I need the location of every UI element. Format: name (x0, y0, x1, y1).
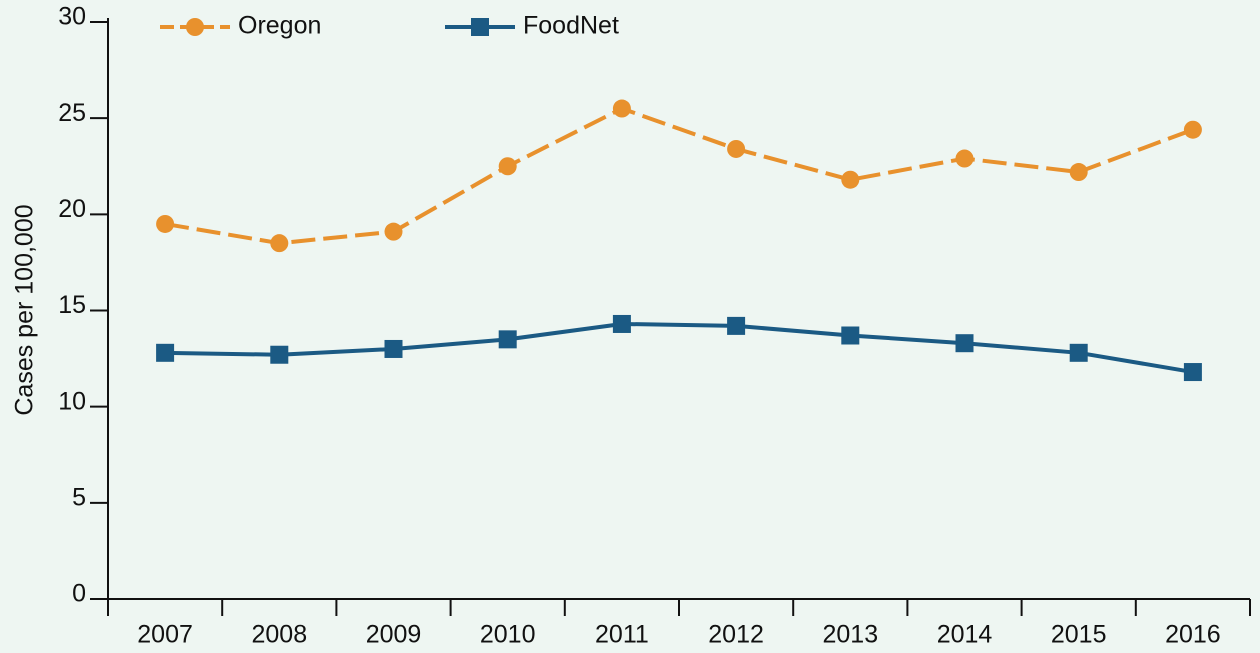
data-point (156, 214, 175, 233)
data-point (1183, 363, 1202, 382)
y-tick-label: 10 (58, 387, 86, 415)
y-tick-label: 20 (58, 195, 86, 223)
data-point (156, 343, 175, 362)
legend-label: Oregon (238, 12, 321, 40)
x-tick-label: 2008 (251, 621, 307, 649)
series-line (165, 321, 1194, 375)
data-point (498, 157, 517, 176)
y-tick-label: 0 (72, 580, 86, 608)
x-tick-label: 2012 (708, 621, 764, 649)
data-point (270, 234, 289, 253)
y-axis-label: Cases per 100,000 (11, 204, 39, 415)
data-point (498, 330, 517, 349)
data-point (1069, 343, 1088, 362)
data-point (612, 99, 631, 118)
x-tick-label: 2015 (1051, 621, 1107, 649)
legend-marker (471, 18, 489, 36)
data-point (384, 339, 403, 358)
y-tick-label: 25 (58, 99, 86, 127)
x-tick-label: 2009 (366, 621, 422, 649)
data-point (612, 314, 631, 333)
x-tick-label: 2016 (1165, 621, 1221, 649)
legend-marker (186, 18, 204, 36)
data-point (955, 334, 974, 353)
series-line (164, 106, 1194, 246)
data-point (1069, 163, 1088, 182)
x-tick-label: 2007 (137, 621, 193, 649)
x-tick-label: 2013 (822, 621, 878, 649)
y-tick-label: 5 (72, 483, 86, 511)
data-point (270, 345, 289, 364)
x-tick-label: 2010 (480, 621, 536, 649)
data-point (384, 222, 403, 241)
x-tick-label: 2014 (937, 621, 993, 649)
data-point (955, 149, 974, 168)
data-point (841, 170, 860, 189)
data-point (727, 139, 746, 158)
data-point (727, 316, 746, 335)
x-tick-label: 2011 (595, 621, 649, 649)
y-tick-label: 15 (58, 291, 86, 319)
y-tick-label: 30 (58, 3, 86, 31)
data-point (1183, 120, 1202, 139)
legend-label: FoodNet (523, 12, 619, 40)
data-point (841, 326, 860, 345)
